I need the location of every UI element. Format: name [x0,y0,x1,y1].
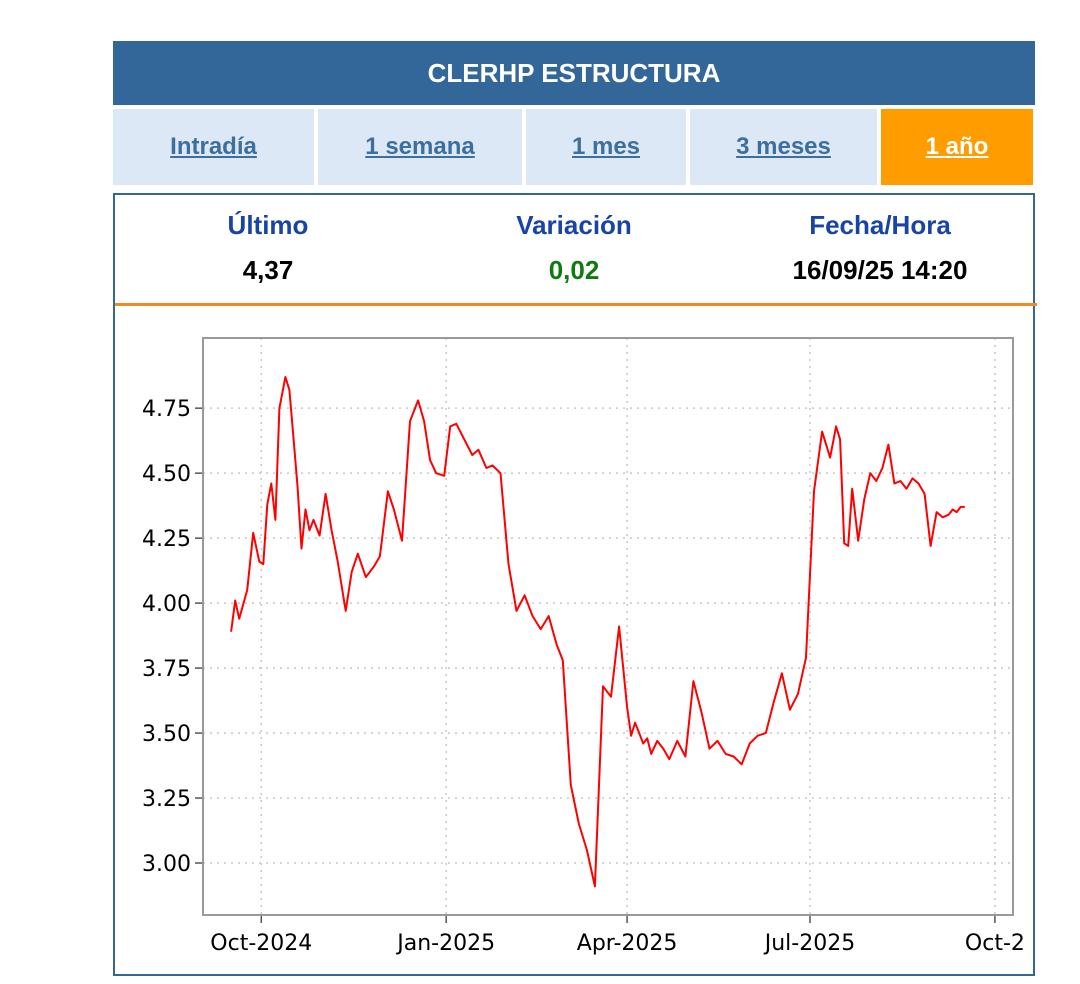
plot-area [202,337,1014,916]
y-tick-label: 4.50 [142,462,191,487]
x-tick-label: Apr-2025 [577,931,678,956]
stat-last: Último 4,37 [118,205,418,289]
y-tick-label: 3.25 [142,787,191,812]
quote-widget: CLERHP ESTRUCTURA Intradía 1 semana 1 me… [113,41,1037,976]
stat-last-value: 4,37 [242,255,294,285]
price-series-line [230,376,965,888]
tab-1-ano-label: 1 año [925,133,989,160]
y-tick-label: 4.25 [142,527,191,552]
x-tick-label: Oct-2 [965,931,1025,956]
price-chart: 3.00 3.25 3.50 3.75 4.00 4.25 4.50 4.75 Oct-2024… [142,337,1025,956]
x-tick-label: Oct-2024 [210,931,312,956]
tab-intradia[interactable]: Intradía [113,109,314,185]
x-tick-label: Jan-2025 [395,931,495,956]
stats-row: Último 4,37 Variación 0,02 Fecha/Hora 16… [115,195,1037,306]
quote-panel: Último 4,37 Variación 0,02 Fecha/Hora 16… [113,193,1037,976]
plot-frame [202,337,1014,916]
stat-last-label: Último [227,210,309,240]
tab-intradia-label: Intradía [170,133,257,160]
stat-change: Variación 0,02 [424,205,724,289]
tab-3-meses-label: 3 meses [736,133,831,160]
x-tick-label: Jul-2025 [763,931,855,956]
y-tick-label: 4.00 [142,592,191,617]
stat-datetime-label: Fecha/Hora [809,210,951,240]
stat-change-value: 0,02 [548,255,600,285]
tab-1-mes[interactable]: 1 mes [526,109,686,185]
widget-title: CLERHP ESTRUCTURA [427,57,721,88]
y-tick-label: 3.50 [142,722,191,747]
stat-datetime: Fecha/Hora 16/09/25 14:20 [730,205,1030,289]
tab-1-semana-label: 1 semana [365,133,475,160]
widget-title-bar: CLERHP ESTRUCTURA [113,41,1035,105]
period-tabs: Intradía 1 semana 1 mes 3 meses 1 año [113,109,1035,189]
y-tick-label: 3.75 [142,657,191,682]
tab-3-meses[interactable]: 3 meses [690,109,877,185]
tab-1-ano[interactable]: 1 año [881,109,1033,185]
tab-1-mes-label: 1 mes [571,133,641,160]
y-tick-label: 4.75 [142,397,191,422]
tab-1-semana[interactable]: 1 semana [318,109,522,185]
y-tick-label: 3.00 [142,852,191,877]
stat-change-label: Variación [516,210,632,240]
stat-datetime-value: 16/09/25 14:20 [792,255,968,285]
